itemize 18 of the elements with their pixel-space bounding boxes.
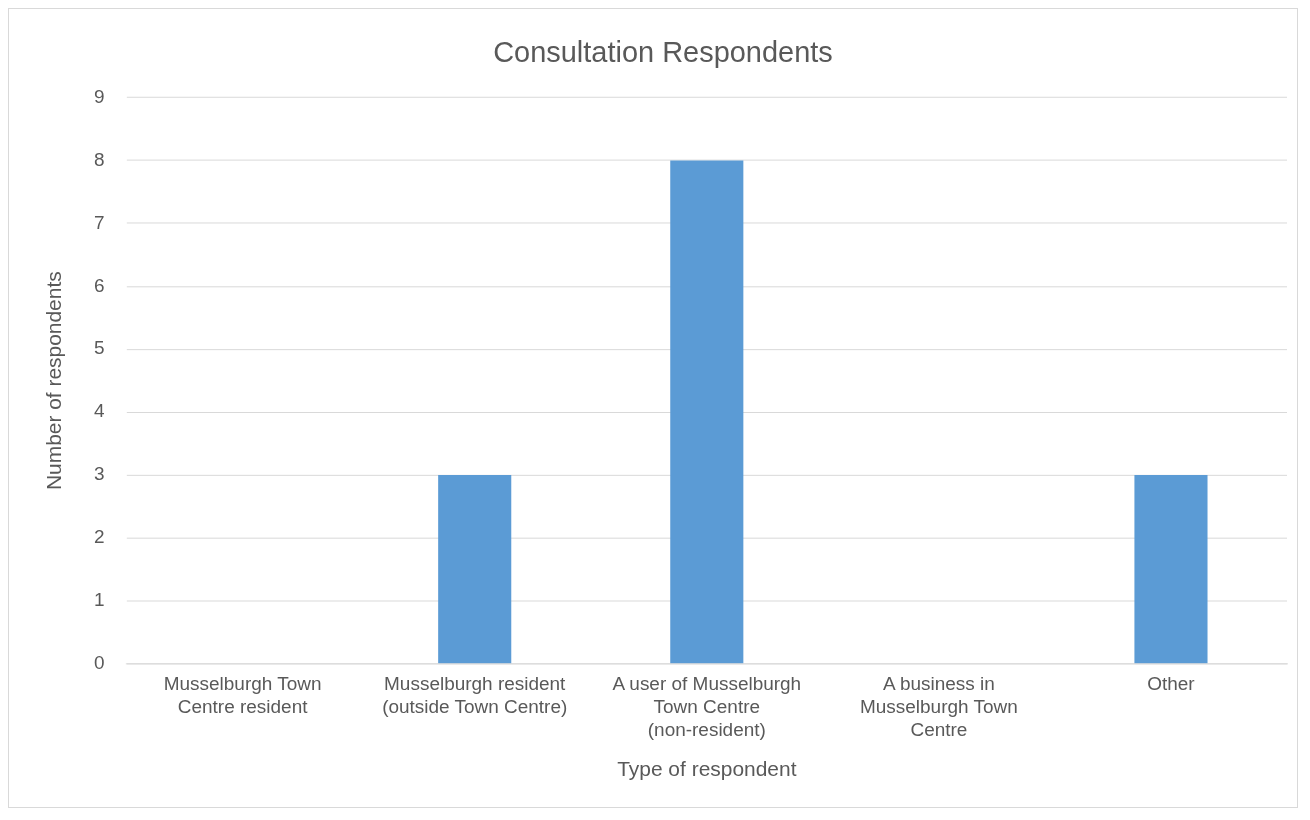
- x-tick-label: Other: [1147, 673, 1195, 695]
- y-tick-label: 8: [94, 148, 105, 170]
- x-axis-title: Type of respondent: [617, 757, 797, 781]
- y-tick-label: 5: [94, 337, 105, 359]
- y-tick-label: 6: [94, 274, 105, 296]
- y-tick-label: 1: [94, 589, 105, 611]
- y-tick-label: 2: [94, 526, 105, 548]
- x-tick-label: Musselburgh resident (outside Town Centre): [382, 673, 568, 718]
- y-tick-label: 7: [94, 211, 105, 233]
- y-tick-label: 3: [94, 463, 105, 485]
- x-tick-label: A business in Musselburgh Town Centre: [860, 673, 1018, 740]
- chart-title: Consultation Respondents: [493, 36, 833, 69]
- y-tick-label: 9: [94, 85, 105, 107]
- x-tick-label: A user of Musselburgh Town Centre (non-resident): [612, 673, 802, 740]
- y-tick-label: 4: [94, 400, 105, 422]
- y-axis-title: Number of respondents: [42, 271, 66, 491]
- y-tick-label: 0: [94, 651, 105, 673]
- x-tick-label: Musselburgh Town Centre resident: [163, 673, 322, 718]
